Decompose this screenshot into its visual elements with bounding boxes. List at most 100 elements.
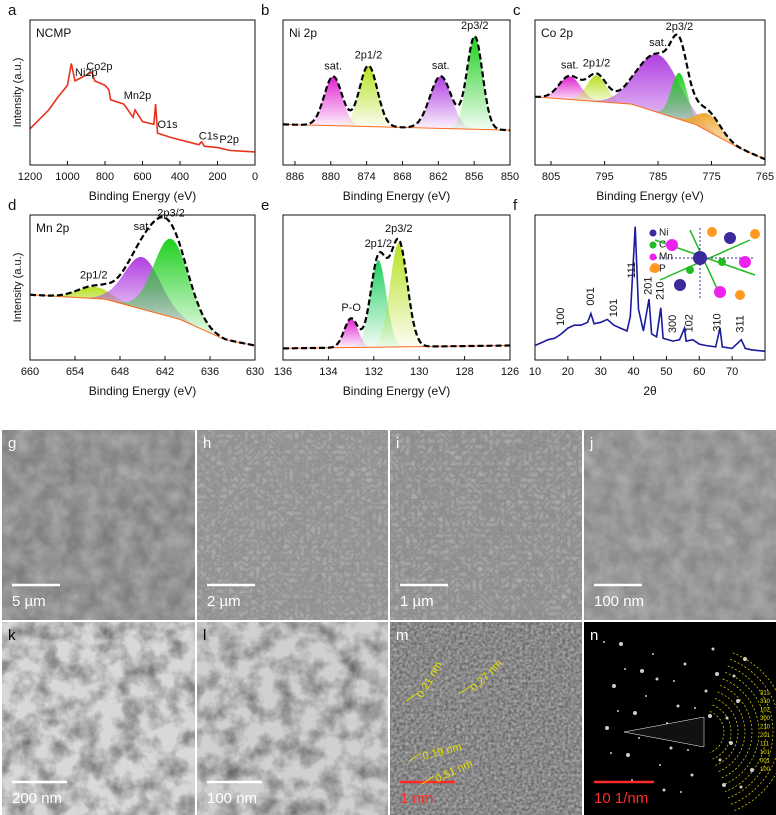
legend-swatch bbox=[649, 253, 657, 261]
lattice-marker bbox=[408, 752, 422, 762]
x-tick-label: 654 bbox=[66, 366, 84, 378]
ring-label: 201 bbox=[760, 733, 771, 739]
peak-label: 201 bbox=[642, 276, 654, 294]
peak-label: 102 bbox=[683, 314, 695, 332]
x-tick-label: 795 bbox=[595, 171, 613, 183]
x-axis-label: Binding Energy (eV) bbox=[596, 189, 703, 203]
diffraction-spot bbox=[652, 653, 654, 655]
x-axis-label: 2θ bbox=[643, 384, 657, 398]
peak-label: 300 bbox=[667, 315, 679, 333]
lattice-marker bbox=[458, 685, 472, 695]
ring-arc bbox=[712, 704, 732, 760]
panel-letter: m bbox=[396, 627, 409, 644]
diffraction-spot bbox=[739, 785, 743, 789]
crystal-inset bbox=[650, 227, 760, 300]
plot-frame bbox=[282, 19, 511, 166]
panel-letter: n bbox=[590, 627, 598, 644]
fitted-peak bbox=[346, 260, 411, 348]
diffraction-spot bbox=[750, 768, 754, 772]
x-axis-label: Binding Energy (eV) bbox=[89, 384, 196, 398]
x-tick-label: 128 bbox=[455, 366, 473, 378]
x-tick-label: 636 bbox=[201, 366, 219, 378]
fitted-peak bbox=[27, 286, 160, 314]
ring-arc bbox=[717, 691, 746, 773]
diffraction-spot bbox=[690, 773, 694, 777]
envelope bbox=[29, 216, 256, 347]
peak-label: 2p3/2 bbox=[385, 223, 413, 235]
peak-label: 210 bbox=[655, 281, 667, 299]
diffraction-spot bbox=[694, 707, 696, 709]
micrograph-texture bbox=[197, 430, 388, 620]
panel-letter: b bbox=[261, 2, 269, 19]
ring-arc bbox=[727, 665, 774, 799]
peak-label: sat. bbox=[561, 60, 579, 72]
data-line bbox=[29, 63, 256, 153]
fitted-peak bbox=[332, 65, 405, 128]
peak-label: C1s bbox=[199, 131, 219, 143]
fitted-peak bbox=[397, 76, 484, 130]
diffraction-spot bbox=[680, 791, 682, 793]
ring-arc bbox=[730, 658, 776, 806]
diffraction-spot bbox=[626, 753, 630, 757]
micrograph-texture bbox=[2, 622, 195, 815]
scale-bar-label: 2 µm bbox=[207, 593, 241, 610]
x-tick-label: 800 bbox=[96, 171, 114, 183]
diffraction-spot bbox=[655, 677, 659, 681]
x-tick-label: 1000 bbox=[55, 171, 79, 183]
fitted-peak bbox=[661, 113, 756, 156]
fitted-peak bbox=[558, 75, 635, 106]
scale-bar-label: 5 µm bbox=[12, 593, 46, 610]
ring-label: 300 bbox=[760, 716, 771, 722]
ring-label: 210 bbox=[760, 725, 771, 731]
diffraction-spot bbox=[669, 746, 673, 750]
panel-letter: f bbox=[513, 197, 518, 214]
plot-frame bbox=[282, 214, 511, 361]
diffraction-spot bbox=[624, 668, 626, 670]
x-tick-label: 775 bbox=[702, 171, 720, 183]
ring-label: 111 bbox=[760, 742, 770, 748]
diffraction-spot bbox=[645, 695, 647, 697]
x-tick-label: 400 bbox=[171, 171, 189, 183]
x-tick-label: 886 bbox=[286, 171, 304, 183]
diffraction-spot bbox=[633, 711, 637, 715]
x-tick-label: 850 bbox=[501, 171, 519, 183]
x-tick-label: 30 bbox=[595, 366, 607, 378]
peak-label: Mn2p bbox=[124, 90, 152, 102]
diffraction-spot bbox=[662, 788, 666, 792]
micrograph-texture bbox=[390, 430, 582, 620]
fitted-peak bbox=[297, 76, 369, 127]
ring-arc bbox=[725, 672, 767, 792]
x-tick-label: 765 bbox=[756, 171, 774, 183]
envelope bbox=[283, 237, 510, 350]
diffraction-spot bbox=[619, 642, 623, 646]
chart-title: Ni 2p bbox=[289, 26, 317, 40]
x-tick-label: 642 bbox=[156, 366, 174, 378]
diffraction-spot bbox=[631, 779, 633, 781]
ring-arc bbox=[719, 685, 753, 779]
plot-frame bbox=[29, 19, 256, 166]
x-axis-label: Binding Energy (eV) bbox=[343, 384, 450, 398]
data-line bbox=[534, 226, 766, 353]
diffraction-spot bbox=[666, 722, 668, 724]
peak-label: 310 bbox=[711, 313, 723, 331]
panel-letter: h bbox=[203, 435, 211, 452]
diffraction-spot bbox=[659, 764, 661, 766]
x-axis-label: Binding Energy (eV) bbox=[343, 189, 450, 203]
diffraction-spot bbox=[732, 674, 736, 678]
ring-label: 311 bbox=[760, 691, 770, 697]
x-tick-label: 868 bbox=[393, 171, 411, 183]
y-axis-label: Intensity (a.u.) bbox=[12, 253, 24, 323]
fitted-peak bbox=[364, 242, 434, 348]
diffraction-spot bbox=[612, 684, 616, 688]
peak-label: 2p3/2 bbox=[157, 208, 185, 220]
diffraction-spot bbox=[673, 680, 675, 682]
peak-label: 001 bbox=[585, 287, 597, 305]
peak-label: 111 bbox=[626, 262, 638, 279]
envelope bbox=[283, 34, 510, 132]
ring-label: 102 bbox=[760, 708, 771, 714]
peak-label: sat. bbox=[134, 221, 152, 233]
chart-title: NCMP bbox=[36, 26, 71, 40]
legend-label: P bbox=[659, 264, 666, 275]
fitted-peak bbox=[102, 238, 240, 343]
panel-letter: a bbox=[8, 2, 17, 19]
